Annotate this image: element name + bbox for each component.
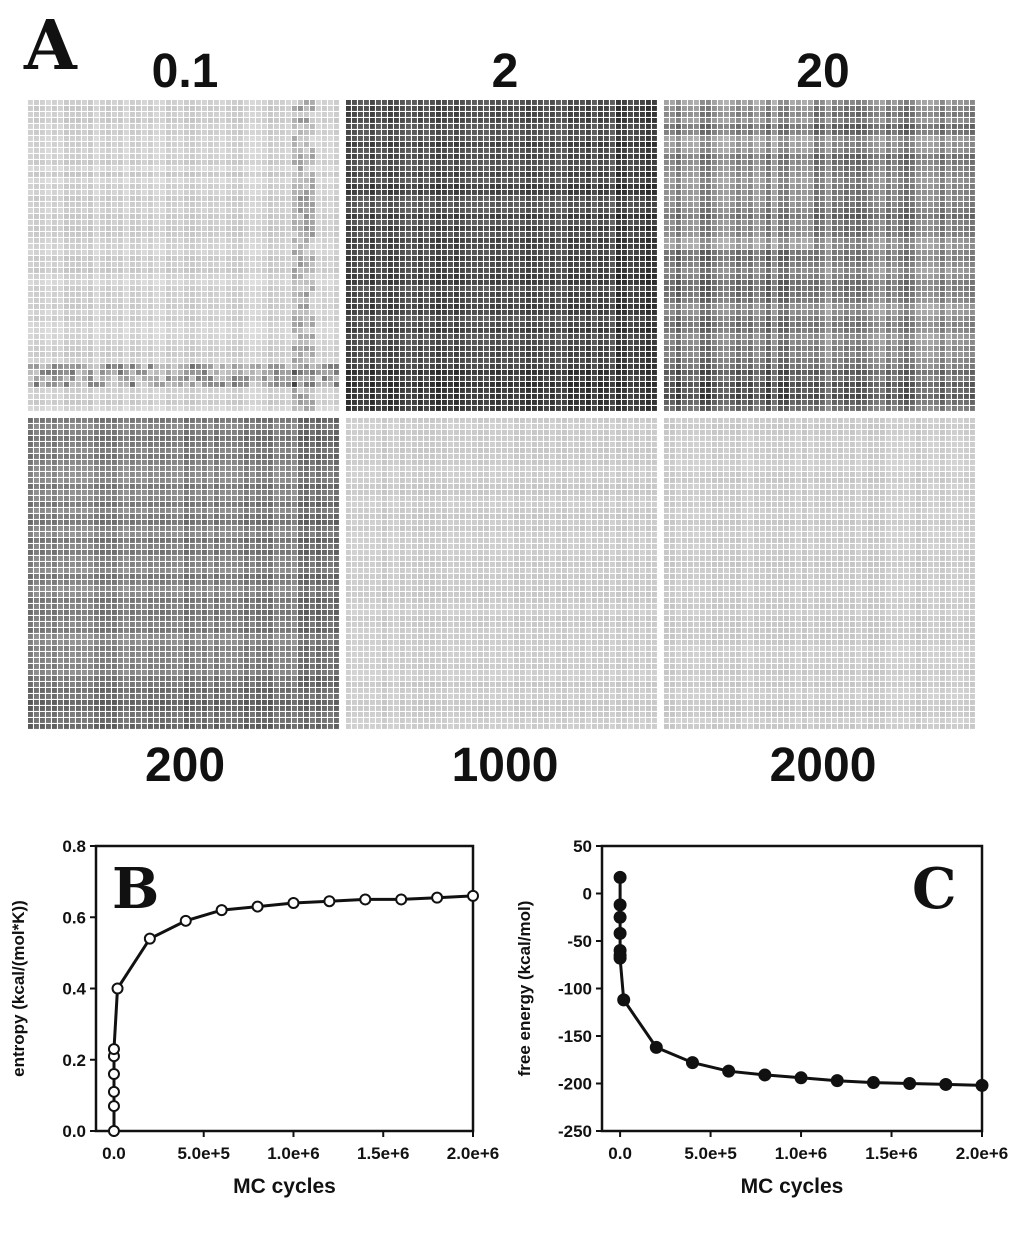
entropy-chart-x-axis-label: MC cycles xyxy=(233,1175,336,1198)
matrix-label-1000: 1000 xyxy=(451,739,559,792)
free-energy-chart-y-tick-label: -150 xyxy=(558,1027,592,1046)
entropy-chart-x-tick-label: 1.0e+6 xyxy=(267,1144,319,1163)
matrix-label-200: 200 xyxy=(144,739,226,792)
free-energy-chart-data-point xyxy=(613,926,627,940)
free-energy-chart-data-point xyxy=(613,898,627,912)
entropy-chart-data-point xyxy=(359,893,372,906)
entropy-chart-data-point xyxy=(107,1100,120,1113)
free-energy-chart-data-point xyxy=(830,1074,844,1088)
free-energy-chart-data-point xyxy=(758,1068,772,1082)
free-energy-chart-y-tick-label: -100 xyxy=(558,980,592,999)
matrix-label-20: 20 xyxy=(796,45,850,98)
matrix-label-0-1: 0.1 xyxy=(151,45,219,98)
free-energy-chart-y-axis-label: free energy (kcal/mol) xyxy=(515,901,534,1077)
free-energy-chart-panel-letter: C xyxy=(912,856,957,922)
entropy-chart-data-point xyxy=(323,895,336,908)
panel-a-letter: A xyxy=(24,6,77,86)
entropy-chart-y-tick-label: 0.6 xyxy=(62,908,86,927)
entropy-chart-panel-letter: B xyxy=(112,856,159,922)
entropy-chart-y-tick-label: 0.0 xyxy=(62,1122,86,1141)
entropy-chart-y-tick-label: 0.2 xyxy=(62,1051,86,1070)
free-energy-chart-y-tick-label: 50 xyxy=(573,837,592,856)
entropy-chart-y-axis-label: entropy (kcal/(mol*K)) xyxy=(9,900,28,1077)
free-energy-chart-y-tick-label: -250 xyxy=(558,1122,592,1141)
entropy-chart-data-point xyxy=(431,891,444,904)
matrix-0-1 xyxy=(28,100,340,412)
free-energy-chart-data-point xyxy=(975,1078,989,1092)
free-energy-chart-x-tick-label: 1.5e+6 xyxy=(865,1144,917,1163)
matrix-1000 xyxy=(346,418,658,730)
free-energy-chart-data-point xyxy=(722,1064,736,1078)
free-energy-chart-data-point xyxy=(685,1056,699,1070)
free-energy-chart-data-point xyxy=(939,1077,953,1091)
free-energy-chart-data-point xyxy=(794,1071,808,1085)
matrix-200 xyxy=(28,418,340,730)
free-energy-chart-data-point xyxy=(866,1076,880,1090)
free-energy-chart: -250 -200 -150 -100 -50 0 50 0.0 5.0e+5 1.0e+6 1.5… xyxy=(515,837,1008,1198)
entropy-chart-x-tick-label: 5.0e+5 xyxy=(177,1144,229,1163)
free-energy-chart-data-point xyxy=(649,1040,663,1054)
entropy-chart-y-tick-label: 0.8 xyxy=(62,837,86,856)
free-energy-chart-data-point xyxy=(617,993,631,1007)
free-energy-chart-x-tick-label: 2.0e+6 xyxy=(956,1144,1008,1163)
entropy-chart-data-point xyxy=(287,897,300,909)
entropy-chart-data-point xyxy=(107,1043,120,1056)
free-energy-chart-x-tick-label: 5.0e+5 xyxy=(684,1144,736,1163)
entropy-chart-data-point xyxy=(111,982,124,995)
entropy-chart-x-tick-label: 1.5e+6 xyxy=(357,1144,409,1163)
free-energy-chart-x-tick-label: 0.0 xyxy=(608,1144,632,1163)
free-energy-chart-y-tick-label: -200 xyxy=(558,1075,592,1094)
matrix-2 xyxy=(346,100,658,412)
matrix-20 xyxy=(664,100,976,412)
free-energy-chart-y-tick-label: 0 xyxy=(583,885,592,904)
matrix-label-2: 2 xyxy=(491,45,519,98)
entropy-chart: 0.0 0.2 0.4 0.6 0.8 0.0 5.0e+5 1.0e+6 1.5e+6 2.0e… xyxy=(9,837,499,1198)
entropy-chart-data-point xyxy=(467,889,479,902)
matrix-label-2000: 2000 xyxy=(769,739,877,792)
entropy-chart-data-point xyxy=(179,914,192,927)
free-energy-chart-data-point xyxy=(613,910,627,924)
matrix-2000 xyxy=(664,418,976,730)
entropy-chart-data-point xyxy=(251,900,264,913)
entropy-chart-data-point xyxy=(395,893,408,906)
free-energy-chart-data-point xyxy=(613,951,627,965)
entropy-chart-x-tick-label: 2.0e+6 xyxy=(447,1144,499,1163)
entropy-chart-x-tick-label: 0.0 xyxy=(102,1144,126,1163)
free-energy-chart-x-axis-label: MC cycles xyxy=(741,1175,844,1198)
entropy-chart-data-point xyxy=(143,932,156,945)
entropy-chart-data-point xyxy=(107,1085,120,1098)
free-energy-chart-y-tick-label: -50 xyxy=(567,932,592,951)
free-energy-chart-data-point xyxy=(903,1077,917,1090)
free-energy-chart-data-point xyxy=(613,870,627,884)
entropy-chart-data-point xyxy=(215,904,228,917)
free-energy-chart-x-tick-label: 1.0e+6 xyxy=(775,1144,827,1163)
entropy-chart-data-point xyxy=(107,1068,120,1080)
entropy-chart-y-tick-label: 0.4 xyxy=(62,980,86,999)
entropy-chart-data-point xyxy=(107,1125,120,1137)
entropy-chart-series-line xyxy=(112,894,474,1131)
